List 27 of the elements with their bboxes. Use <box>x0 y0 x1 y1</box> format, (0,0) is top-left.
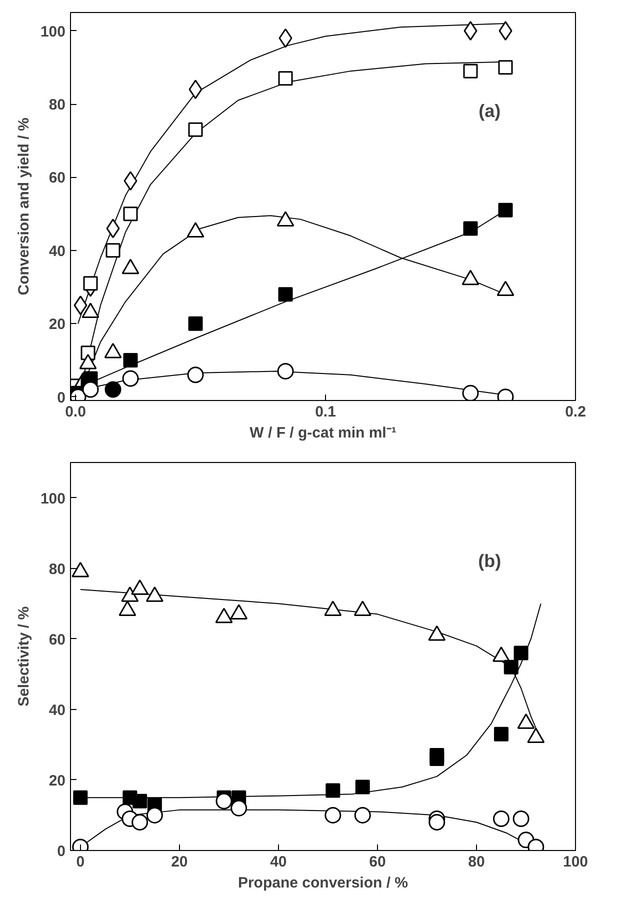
y-tick-label: 20 <box>48 316 66 334</box>
y-tick-label: 60 <box>48 631 66 648</box>
y-axis-title: Selectivity / % <box>15 606 32 707</box>
y-tick-label: 0 <box>57 843 66 860</box>
y-tick-label: 20 <box>48 772 66 790</box>
y-tick-label: 40 <box>48 242 66 260</box>
x-tick-label: 100 <box>562 854 588 870</box>
x-axis-title: Propane conversion / % <box>238 874 408 892</box>
x-axis-title: W / F / g-cat min ml⁻¹ <box>250 424 396 442</box>
x-tick-label: 0 <box>76 854 85 870</box>
y-tick-label: 60 <box>48 170 66 187</box>
y-tick-label: 100 <box>40 23 66 40</box>
y-tick-label: 0 <box>57 389 66 406</box>
annotation: (a) <box>478 101 501 122</box>
y-tick-label: 80 <box>48 96 66 114</box>
x-tick-label: 0.2 <box>565 404 586 420</box>
annotation: (b) <box>478 551 502 572</box>
x-tick-label: 0.0 <box>65 404 86 420</box>
x-tick-label: 80 <box>468 854 485 870</box>
y-tick-label: 80 <box>48 560 66 578</box>
y-axis-title: Conversion and yield / % <box>15 118 32 296</box>
x-tick-label: 0.1 <box>315 404 336 420</box>
x-tick-label: 20 <box>171 854 188 870</box>
x-tick-label: 40 <box>270 854 287 870</box>
y-tick-label: 100 <box>40 490 66 508</box>
x-tick-label: 60 <box>369 854 386 870</box>
y-tick-label: 40 <box>48 702 66 719</box>
